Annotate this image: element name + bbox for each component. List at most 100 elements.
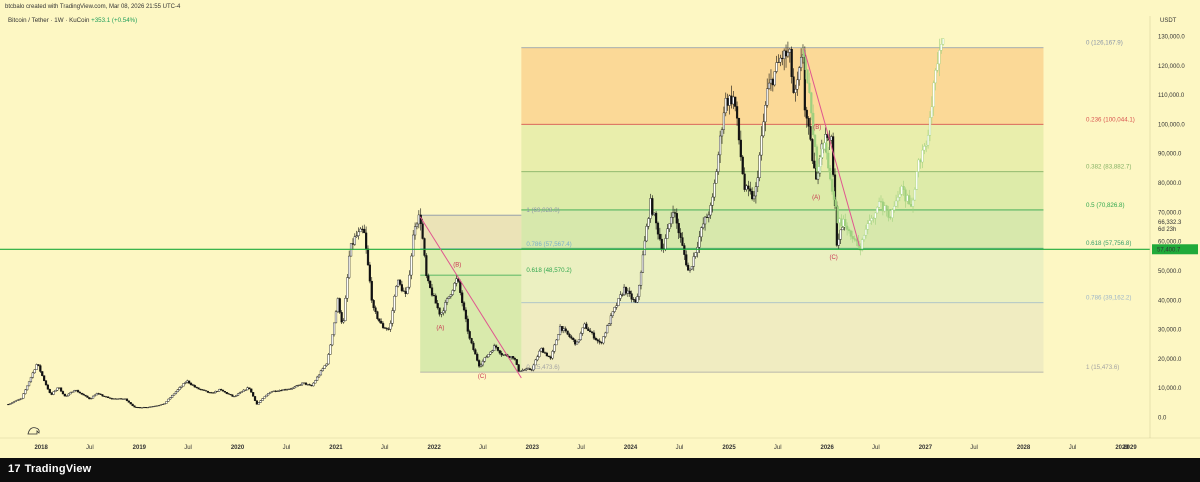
- candle-body: [27, 381, 31, 387]
- fib-level-label: 0.236 (100,044.1): [1086, 116, 1135, 123]
- candle-body: [163, 403, 166, 405]
- candle-body: [769, 79, 773, 84]
- fib-zone-left: [420, 275, 522, 373]
- candle-body: [806, 69, 809, 84]
- candle-body: [255, 400, 259, 405]
- time-tick-label: Jul: [676, 445, 684, 451]
- time-tick-label: 2029: [1123, 445, 1137, 451]
- price-chart[interactable]: 0 (126,167.9) 0.236 (100,044.1) 0.382 (83,…: [0, 0, 1200, 458]
- candle-body: [107, 396, 110, 399]
- candle-body: [885, 205, 888, 210]
- time-tick-label: 2023: [526, 445, 540, 451]
- candle-body: [201, 389, 204, 391]
- candle-body: [511, 356, 515, 359]
- candle-body: [624, 286, 628, 294]
- candle-body: [468, 331, 471, 339]
- candle-body: [406, 286, 409, 294]
- candle-body: [583, 323, 586, 329]
- candle-body: [75, 390, 78, 392]
- fib-level-label: 1 (69,028.0): [526, 207, 559, 214]
- candle-body: [410, 255, 413, 276]
- candle-body: [413, 226, 417, 236]
- candle-body: [911, 199, 915, 207]
- candle-body: [381, 323, 385, 328]
- candle-body: [39, 365, 42, 372]
- candle-body: [380, 321, 383, 324]
- candle-body: [906, 195, 909, 202]
- candle-body: [574, 339, 577, 345]
- candle-body: [808, 82, 811, 93]
- candle-body: [67, 393, 70, 397]
- candle-body: [265, 394, 268, 398]
- candle-body: [827, 152, 830, 169]
- candle-body: [547, 355, 550, 358]
- time-tick-label: Jul: [283, 445, 291, 451]
- candle-body: [148, 406, 151, 408]
- candle-body: [370, 280, 373, 301]
- candle-body: [112, 398, 115, 400]
- candle-body: [809, 126, 812, 140]
- candle-body: [866, 223, 869, 230]
- candle-body: [566, 330, 569, 335]
- candle-body: [300, 382, 304, 386]
- candle-body: [140, 407, 144, 409]
- price-tick-label: 90,000.0: [1158, 152, 1182, 158]
- wave-label: (A): [436, 326, 444, 332]
- candle-body: [204, 390, 208, 392]
- candle-body: [739, 139, 742, 158]
- candle-body: [167, 398, 170, 402]
- candle-body: [834, 199, 837, 207]
- candle-body: [812, 112, 815, 136]
- trend-line[interactable]: [419, 216, 522, 379]
- candle-body: [878, 201, 881, 208]
- candle-body: [56, 387, 59, 391]
- candle-body: [440, 312, 443, 315]
- candle-body: [462, 302, 466, 311]
- candle-body: [120, 398, 123, 400]
- candle-body: [745, 185, 748, 190]
- candle-body: [231, 394, 234, 397]
- time-tick-label: Jul: [184, 445, 192, 451]
- candle-body: [442, 310, 445, 314]
- candle-body: [397, 279, 400, 287]
- candle-body: [551, 351, 554, 359]
- candle-body: [872, 217, 875, 219]
- candle-body: [876, 207, 879, 214]
- candle-body: [174, 391, 178, 395]
- plot-area[interactable]: [0, 16, 1150, 438]
- candle-body: [29, 377, 33, 382]
- tradingview-logo[interactable]: 17 TradingView: [8, 463, 91, 475]
- candle-body: [340, 312, 343, 323]
- candle-body: [455, 278, 458, 284]
- candle-body: [798, 67, 801, 81]
- candle-body: [861, 239, 864, 251]
- time-tick-label: Jul: [1069, 445, 1077, 451]
- price-tick-label: 40,000.0: [1158, 298, 1182, 304]
- candle-body: [336, 298, 339, 312]
- candle-body: [165, 401, 168, 404]
- candle-body: [236, 393, 240, 396]
- candle-body: [361, 228, 364, 230]
- candle-body: [159, 404, 162, 406]
- last-price-label: 66,332.3: [1158, 220, 1182, 226]
- wave-label: (A): [812, 195, 820, 201]
- candle-body: [596, 339, 599, 342]
- candle-body: [502, 354, 505, 356]
- candle-body: [732, 96, 735, 105]
- candle-body: [479, 364, 483, 367]
- candle-body: [817, 166, 820, 172]
- candle-body: [314, 380, 317, 384]
- candle-body: [459, 281, 462, 293]
- candle-body: [720, 129, 724, 137]
- candle-body: [893, 205, 896, 211]
- candle-body: [543, 352, 547, 354]
- trend-line[interactable]: [803, 48, 860, 247]
- candle-body: [210, 392, 213, 394]
- candle-body: [338, 298, 341, 313]
- candle-body: [655, 212, 658, 224]
- candle-body: [489, 351, 492, 355]
- candle-body: [278, 390, 281, 392]
- candle-body: [749, 188, 752, 192]
- candle-body: [317, 374, 321, 378]
- candle-body: [851, 236, 854, 239]
